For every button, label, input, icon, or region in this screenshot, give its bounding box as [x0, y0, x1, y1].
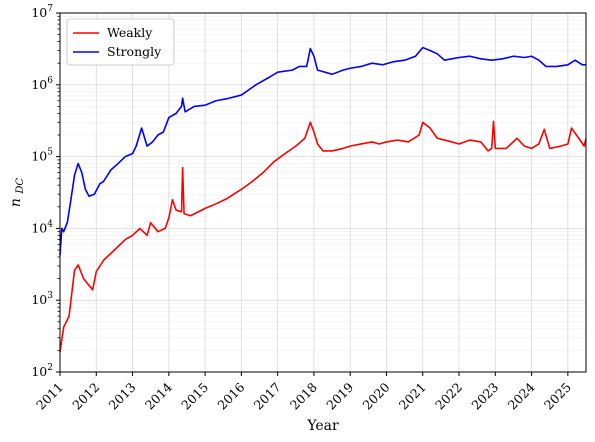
legend-label-weakly: Weakly	[107, 25, 153, 40]
legend-label-strongly: Strongly	[107, 44, 162, 59]
y-axis-label-subscript: DC	[15, 178, 26, 195]
plot-frame	[59, 12, 587, 373]
y-tick-label: 104	[31, 219, 53, 235]
grid	[59, 12, 586, 373]
x-axis-label: Year	[306, 418, 339, 434]
series-layer	[59, 46, 587, 353]
legend-box	[66, 18, 175, 66]
series-line-weakly	[59, 120, 587, 353]
y-tick-label: 102	[31, 363, 53, 379]
y-axis-label: n DC	[8, 178, 26, 208]
y-tick-label: 105	[31, 148, 53, 164]
y-axis-label-main: n	[8, 198, 24, 207]
y-tick-label: 103	[31, 291, 53, 307]
axes	[56, 12, 587, 376]
y-tick-label: 107	[31, 4, 53, 20]
series-line-strongly	[59, 46, 586, 256]
legend: Weakly Strongly	[66, 18, 175, 66]
y-tick-label: 106	[31, 76, 53, 92]
